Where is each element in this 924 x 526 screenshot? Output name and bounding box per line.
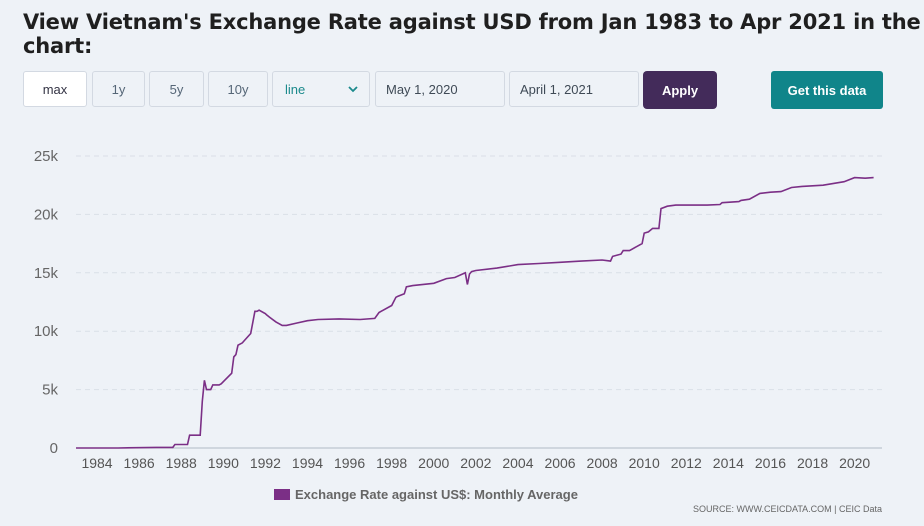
x-tick-label: 1992 [250,455,281,471]
x-tick-label: 2020 [839,455,870,471]
range-1y-button[interactable]: 1y [92,71,145,107]
x-tick-label: 2002 [460,455,491,471]
y-tick-label: 5k [42,382,58,399]
chart-type-select[interactable]: line [272,71,370,107]
x-tick-label: 2018 [797,455,828,471]
x-axis-ticks: 1984 1986 1988 1990 1992 1994 1996 1998 2000 2002… [81,455,870,471]
x-tick-label: 2010 [629,455,660,471]
x-tick-label: 2004 [502,455,533,471]
y-tick-label: 10k [34,323,59,340]
chevron-down-icon [348,86,358,93]
source-credit: SOURCE: WWW.CEICDATA.COM | CEIC Data [692,504,882,514]
date-from-input[interactable]: May 1, 2020 [375,71,505,107]
date-to-input[interactable]: April 1, 2021 [509,71,639,107]
apply-button[interactable]: Apply [643,71,717,109]
legend-swatch [274,489,290,500]
x-tick-label: 2016 [755,455,786,471]
series-line [76,176,874,449]
legend-label: Exchange Rate against US$: Monthly Avera… [295,487,578,502]
x-tick-label: 1998 [376,455,407,471]
y-tick-label: 25k [34,148,59,165]
x-tick-label: 1988 [166,455,197,471]
x-tick-label: 1986 [124,455,155,471]
y-axis-ticks: 0 5k 10k 15k 20k 25k [34,148,59,457]
y-tick-label: 0 [50,440,58,457]
legend[interactable]: Exchange Rate against US$: Monthly Avera… [274,487,578,502]
x-tick-label: 2008 [587,455,618,471]
x-tick-label: 1996 [334,455,365,471]
x-tick-label: 2014 [713,455,744,471]
y-tick-label: 20k [34,206,59,223]
page-title: View Vietnam's Exchange Rate against USD… [23,10,921,58]
y-tick-label: 15k [34,265,59,282]
range-5y-button[interactable]: 5y [149,71,204,107]
x-tick-label: 2012 [671,455,702,471]
range-max-button[interactable]: max [23,71,87,107]
chart-type-value: line [285,81,306,97]
x-tick-label: 1990 [208,455,239,471]
range-10y-button[interactable]: 10y [208,71,268,107]
get-data-button[interactable]: Get this data [771,71,883,109]
x-tick-label: 1984 [81,455,112,471]
x-tick-label: 2000 [418,455,449,471]
grid-lines [76,155,882,449]
x-tick-label: 1994 [292,455,323,471]
x-tick-label: 2006 [544,455,575,471]
